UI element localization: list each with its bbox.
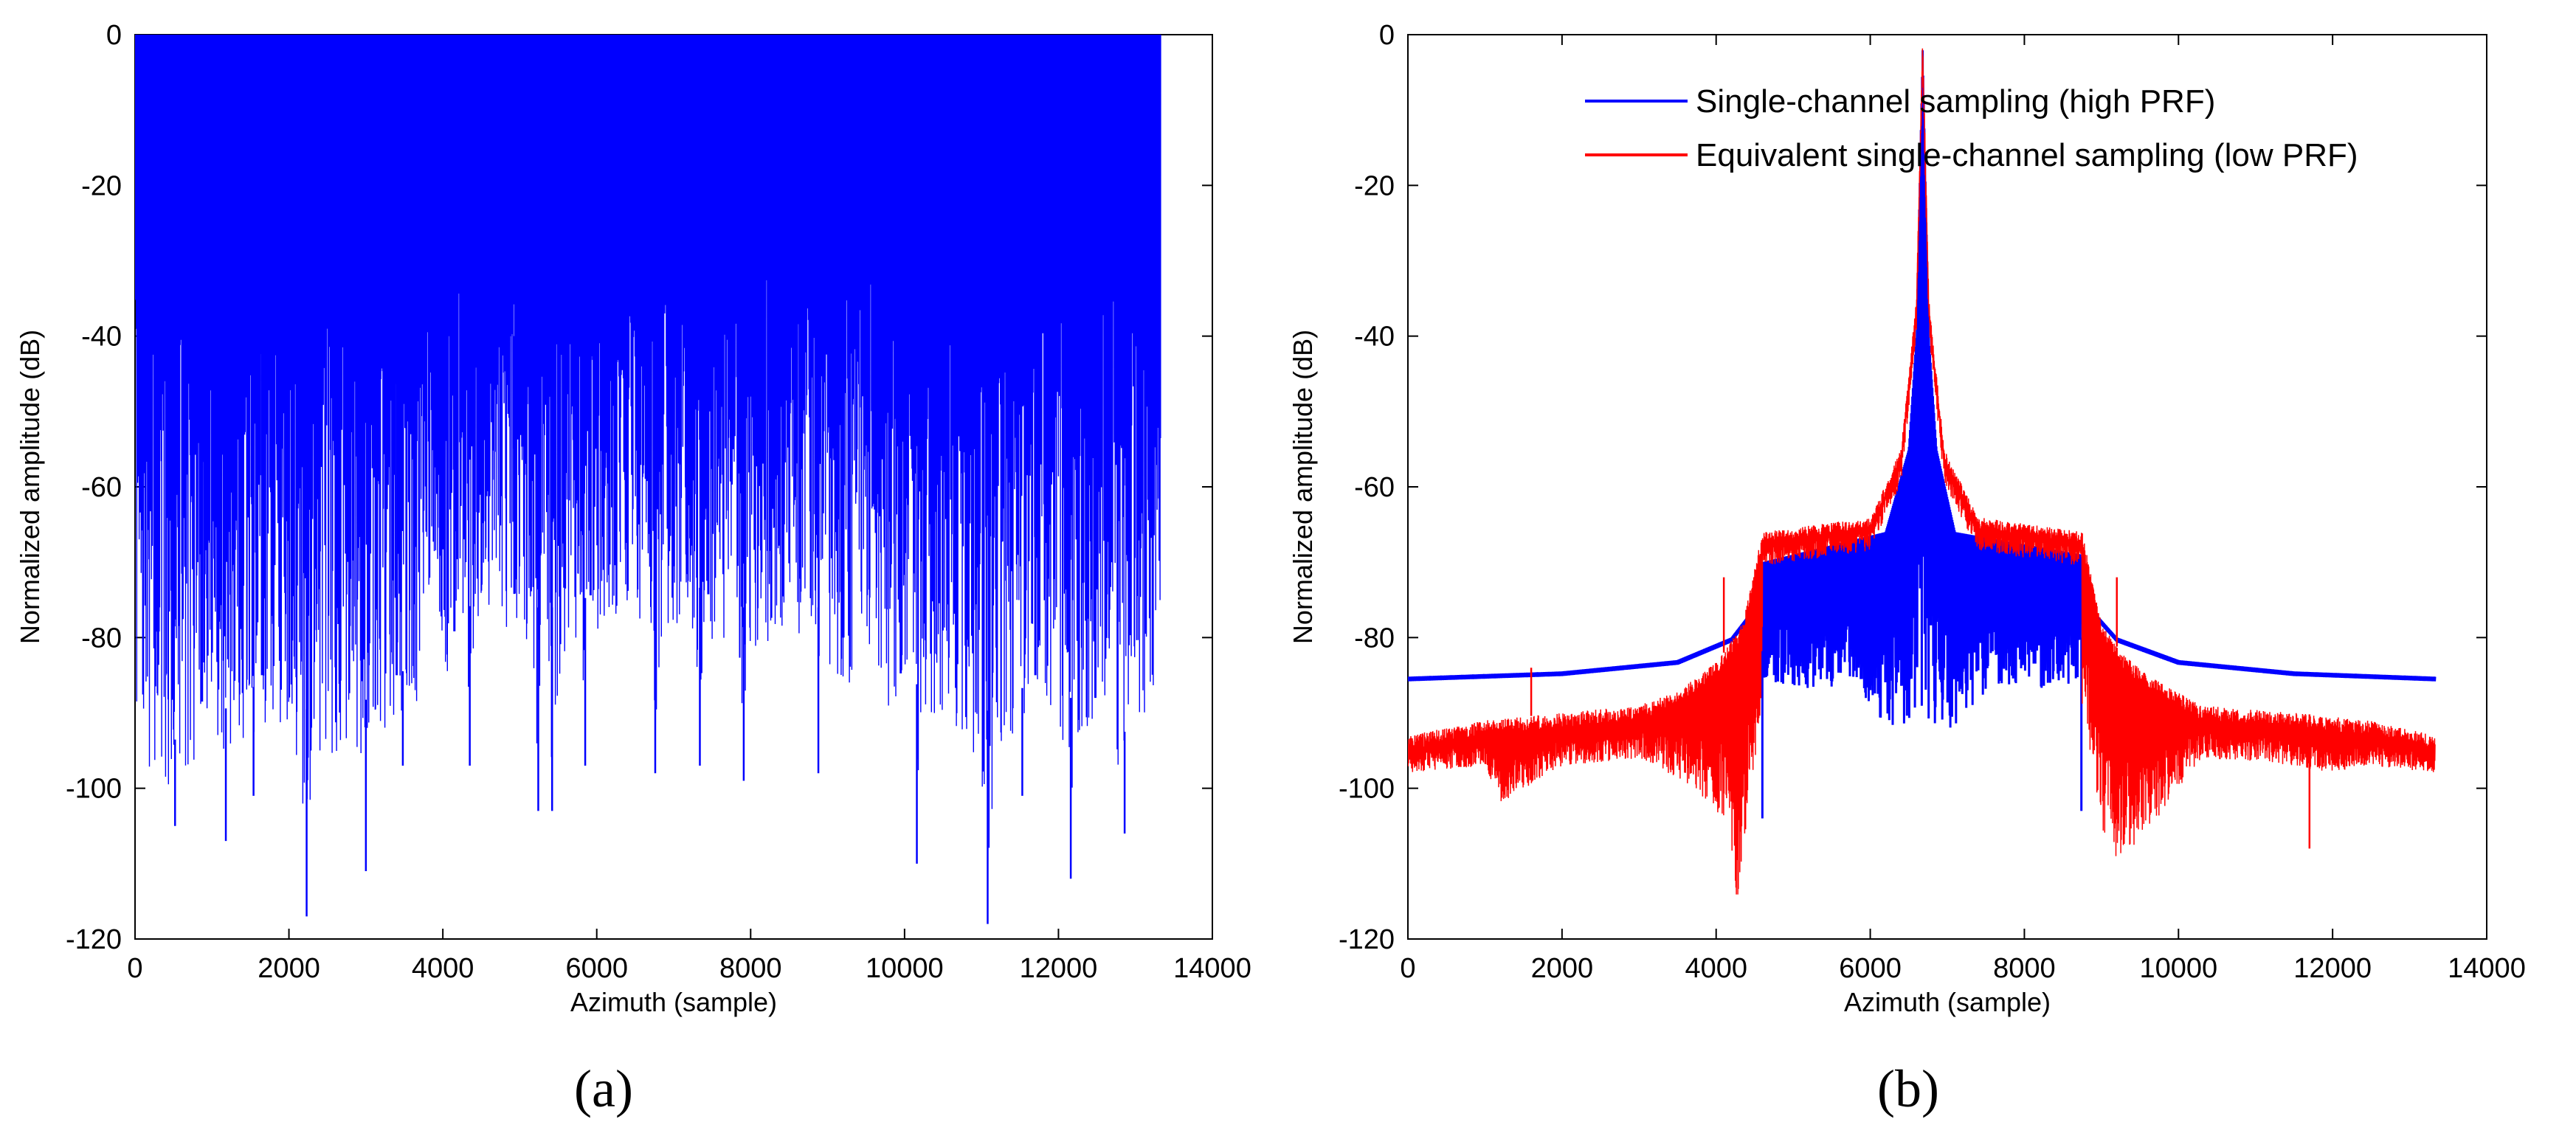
y-tick-label: -120 [1339,924,1395,955]
x-tick-label: 4000 [1685,953,1747,984]
x-tick-label: 14000 [1173,953,1251,984]
panel-b: 0 2000 4000 6000 8000 10000 12000 14000 0 -20 -40 -… [1288,20,2526,1118]
x-tick-label: 14000 [2448,953,2526,984]
y-tick-label: -40 [81,322,122,353]
x-tick-label: 2000 [258,953,320,984]
panel-a: 0 2000 4000 6000 8000 10000 12000 14000 0 -20 -40 -… [15,20,1251,1118]
x-tick-label: 4000 [412,953,474,984]
plot-series-group [135,35,1161,924]
x-tick-label: 0 [127,953,142,984]
x-tick-label: 0 [1400,953,1415,984]
x-tick-label: 8000 [719,953,782,984]
y-tick-label: 0 [106,20,122,51]
x-axis-label: Azimuth (sample) [570,987,777,1017]
y-tick-label: -80 [1354,623,1395,654]
series-low-prf [1408,48,2436,895]
x-tick-label: 2000 [1531,953,1594,984]
y-tick-label: -20 [81,170,122,201]
y-tick-label: -120 [66,924,122,955]
legend-item-high-prf-label: Single-channel sampling (high PRF) [1696,83,2215,119]
x-tick-label: 10000 [866,953,944,984]
panel-label: (b) [1877,1059,1939,1118]
panel-label: (a) [574,1059,633,1118]
y-tick-label: -60 [1354,472,1395,503]
y-tick-label: -20 [1354,170,1395,201]
x-tick-label: 8000 [1993,953,2056,984]
y-tick-label: -80 [81,623,122,654]
y-tick-label: 0 [1379,20,1395,51]
y-tick-label: -40 [1354,322,1395,353]
y-tick-label: -60 [81,472,122,503]
x-axis-label: Azimuth (sample) [1844,987,2051,1017]
x-tick-label: 12000 [1020,953,1098,984]
x-tick-label: 10000 [2139,953,2217,984]
plot-area [1407,34,2487,940]
y-tick-label: -100 [66,774,122,805]
x-tick-label: 6000 [565,953,628,984]
plot-series-group [1408,48,2437,895]
y-axis-label: Normalized amplitude (dB) [15,330,45,644]
y-axis-label: Normalized amplitude (dB) [1288,330,1318,644]
legend: Single-channel sampling (high PRF) Equiva… [1585,83,2358,173]
y-tick-label: -100 [1339,774,1395,805]
x-tick-label: 6000 [1839,953,1902,984]
legend-item-low-prf-label: Equivalent single-channel sampling (low … [1696,137,2358,173]
x-tick-label: 12000 [2293,953,2372,984]
